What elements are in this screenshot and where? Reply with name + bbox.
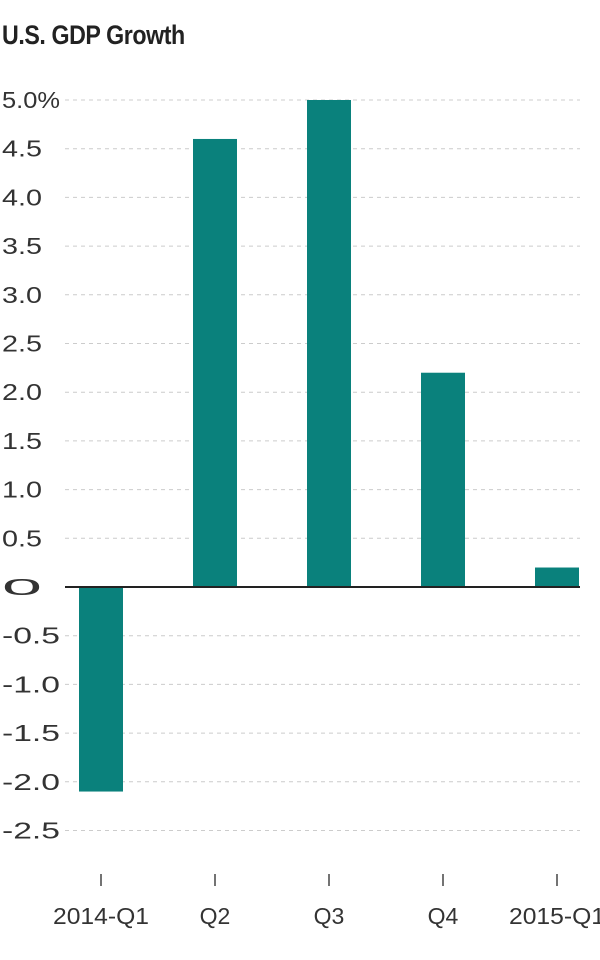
y-tick-label: 1.5 <box>2 428 42 454</box>
x-tick-label: 2014-Q1 <box>53 903 149 929</box>
y-tick-label: 4.5 <box>2 136 42 162</box>
x-tick-label: Q4 <box>428 903 459 929</box>
y-tick-label: 3.5 <box>2 233 42 259</box>
chart-title: U.S. GDP Growth <box>2 20 185 50</box>
y-axis-ticks: 5.0% 4.5 4.0 3.5 3.0 2.5 2.0 1.5 1.0 0.5 0 -0.5 -1.0… <box>2 87 60 844</box>
bar-2014-q1 <box>79 587 123 792</box>
x-axis-ticks: 2014-Q1 Q2 Q3 Q4 2015-Q1 <box>53 874 600 929</box>
y-tick-label: 1.0 <box>2 477 42 503</box>
bars <box>79 100 579 792</box>
bar-q3 <box>307 100 351 587</box>
bar-q2 <box>193 138 237 587</box>
bar-q4 <box>421 372 465 587</box>
y-tick-label: 3.0 <box>2 282 42 308</box>
y-tick-label: -2.0 <box>2 769 60 795</box>
x-tick-label: Q3 <box>314 903 345 929</box>
y-tick-label: 4.0 <box>2 184 42 210</box>
x-tick-label: Q2 <box>200 903 231 929</box>
y-tick-label: -1.5 <box>2 720 60 746</box>
x-tick-label: 2015-Q1 <box>509 903 600 929</box>
y-tick-label: -2.5 <box>2 818 60 844</box>
y-tick-label: 5.0% <box>2 87 60 113</box>
y-tick-label: 2.0 <box>2 379 42 405</box>
y-tick-label: 0.5 <box>2 525 42 551</box>
bar-2015-q1 <box>535 567 579 587</box>
y-tick-label: 0 <box>2 574 42 600</box>
y-tick-label: -1.0 <box>2 671 60 697</box>
y-tick-label: -0.5 <box>2 623 60 649</box>
y-tick-label: 2.5 <box>2 331 42 357</box>
